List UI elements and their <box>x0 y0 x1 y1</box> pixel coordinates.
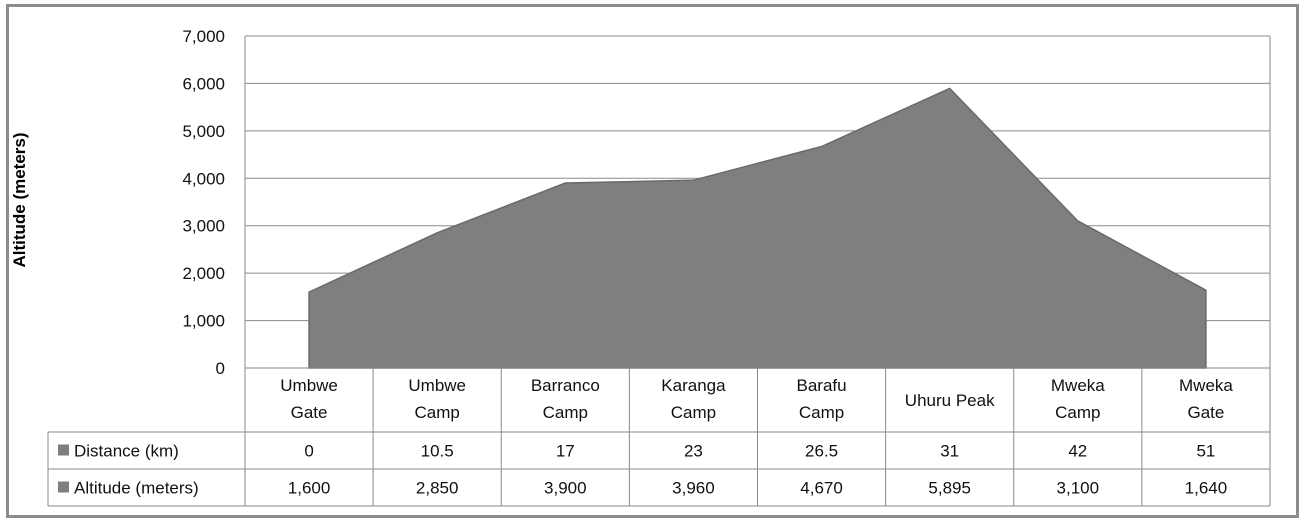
altitude-area <box>308 87 1207 369</box>
table-value: 1,600 <box>288 479 331 498</box>
y-tick-label: 2,000 <box>182 264 225 283</box>
category-label: Uhuru Peak <box>905 391 995 410</box>
legend-swatch <box>58 481 69 493</box>
table-value: 26.5 <box>805 442 838 461</box>
category-label: Camp <box>799 403 844 422</box>
table-value: 4,670 <box>800 479 843 498</box>
category-label: Umbwe <box>280 376 338 395</box>
category-label: Camp <box>415 403 460 422</box>
category-label: Camp <box>543 403 588 422</box>
category-label: Mweka <box>1179 376 1233 395</box>
y-tick-label: 3,000 <box>182 217 225 236</box>
y-tick-label: 5,000 <box>182 122 225 141</box>
series-name-label: Distance (km) <box>74 442 179 461</box>
table-value: 3,900 <box>544 479 587 498</box>
category-label: Camp <box>1055 403 1100 422</box>
legend-swatch <box>58 444 69 456</box>
category-label: Camp <box>671 403 716 422</box>
category-label: Gate <box>291 403 328 422</box>
table-value: 3,960 <box>672 479 715 498</box>
category-label: Gate <box>1188 403 1225 422</box>
series-name-label: Altitude (meters) <box>74 479 199 498</box>
y-tick-label: 4,000 <box>182 169 225 188</box>
y-tick-label: 0 <box>216 359 225 378</box>
table-value: 31 <box>940 442 959 461</box>
category-label: Barranco <box>531 376 600 395</box>
table-value: 1,640 <box>1185 479 1228 498</box>
y-tick-label: 7,000 <box>182 27 225 46</box>
y-tick-label: 6,000 <box>182 74 225 93</box>
table-value: 51 <box>1196 442 1215 461</box>
table-value: 42 <box>1068 442 1087 461</box>
table-value: 17 <box>556 442 575 461</box>
y-tick-label: 1,000 <box>182 312 225 331</box>
table-value: 0 <box>304 442 313 461</box>
table-value: 3,100 <box>1057 479 1100 498</box>
table-value: 10.5 <box>421 442 454 461</box>
category-label: Umbwe <box>408 376 466 395</box>
table-value: 2,850 <box>416 479 459 498</box>
category-label: Mweka <box>1051 376 1105 395</box>
table-value: 23 <box>684 442 703 461</box>
category-label: Karanga <box>661 376 726 395</box>
category-label: Barafu <box>797 376 847 395</box>
table-value: 5,895 <box>928 479 971 498</box>
